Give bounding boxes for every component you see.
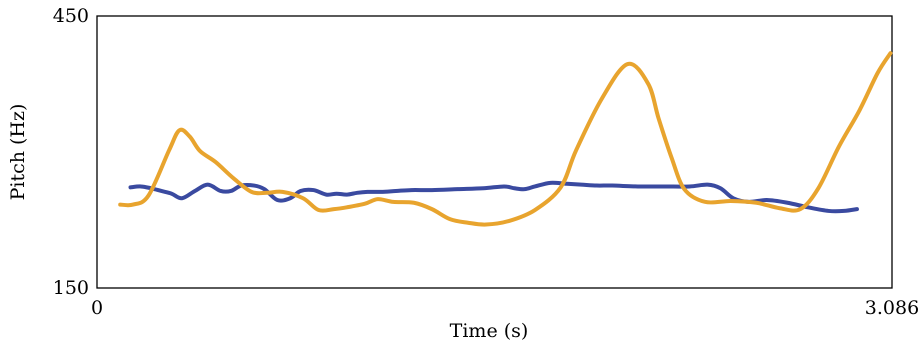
plot-frame (96, 15, 893, 289)
pitch-series-line-2 (118, 51, 893, 227)
x-tick-label-max: 3.086 (865, 297, 919, 319)
series-layer (118, 51, 893, 227)
x-tick-label-min: 0 (91, 297, 103, 319)
y-tick-label-max: 450 (53, 5, 89, 27)
x-axis-label: Time (s) (450, 320, 529, 342)
y-axis-label: Pitch (Hz) (7, 104, 29, 201)
pitch-series-line-1 (128, 180, 859, 214)
y-tick-label-min: 150 (53, 277, 89, 299)
